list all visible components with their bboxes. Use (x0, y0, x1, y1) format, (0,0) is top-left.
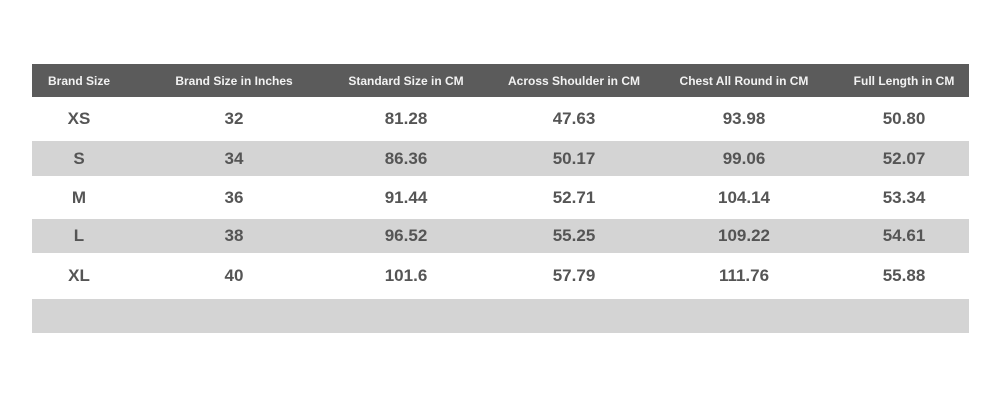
table-row: M 36 91.44 52.71 104.14 53.34 (32, 176, 969, 219)
table-cell: 91.44 (384, 187, 428, 207)
table-cell: 54.61 (882, 226, 926, 245)
empty-row (32, 299, 969, 333)
table-cell: 52.07 (882, 148, 926, 168)
table-row: XL 40 101.6 57.79 111.76 55.88 (32, 253, 969, 299)
column-header: Brand Size (47, 73, 111, 88)
table-cell: 57.79 (552, 266, 596, 285)
table-cell: 109.22 (718, 226, 770, 245)
table-cell: 55.25 (552, 226, 596, 245)
table-cell: 99.06 (722, 148, 766, 168)
table-cell: 96.52 (384, 226, 428, 245)
table-cell: 55.88 (882, 266, 926, 285)
table-cell: 53.34 (882, 187, 926, 207)
column-header: Across Shoulder in CM (507, 73, 641, 88)
table-row: L 38 96.52 55.25 109.22 54.61 (32, 219, 969, 253)
table-cell: 101.6 (384, 266, 428, 285)
table-cell: 52.71 (552, 187, 596, 207)
table-cell: 50.80 (882, 109, 926, 128)
table-cell: 47.63 (552, 109, 596, 128)
table-cell: 34 (224, 148, 244, 168)
table-cell: 81.28 (384, 109, 428, 128)
column-header: Full Length in CM (853, 73, 955, 88)
table-cell: M (71, 187, 87, 207)
table-row: S 34 86.36 50.17 99.06 52.07 (32, 141, 969, 176)
size-chart-table: Brand Size Brand Size in Inches Standard S… (32, 64, 969, 333)
table-cell: 32 (224, 109, 244, 128)
table-cell: 40 (224, 266, 244, 285)
table-row: XS 32 81.28 47.63 93.98 50.80 (32, 97, 969, 141)
table-cell: 93.98 (722, 109, 766, 128)
table-cell: 111.76 (718, 266, 770, 285)
table-cell: 38 (224, 226, 244, 245)
table-cell: L (73, 226, 85, 245)
table-cell: 86.36 (384, 148, 428, 168)
header-row: Brand Size Brand Size in Inches Standard S… (32, 64, 969, 97)
table-cell: S (73, 148, 85, 168)
column-header: Chest All Round in CM (679, 73, 809, 88)
table-cell: 50.17 (552, 148, 596, 168)
table-cell: XL (68, 266, 90, 285)
table-cell: 104.14 (718, 187, 770, 207)
table-cell: XS (67, 109, 91, 128)
table-cell: 36 (224, 187, 244, 207)
column-header: Brand Size in Inches (175, 73, 293, 88)
column-header: Standard Size in CM (348, 73, 464, 88)
